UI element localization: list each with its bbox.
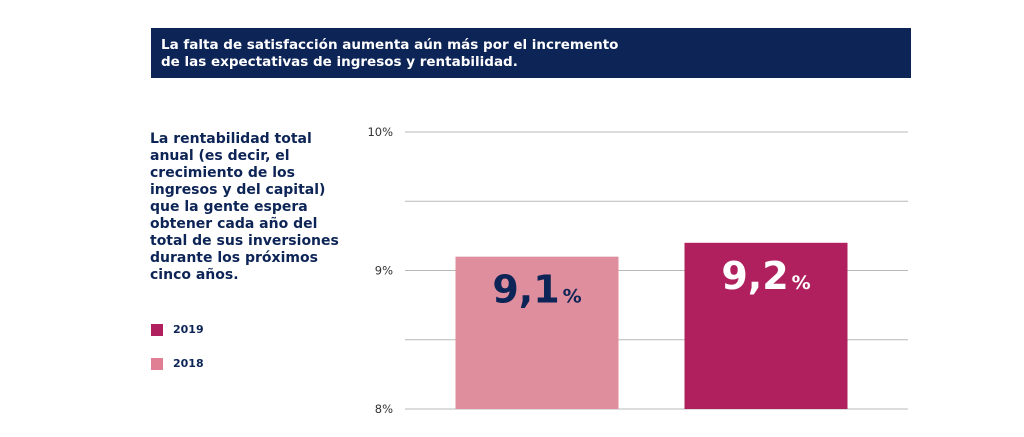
y-tick-label: 9% [375,264,393,278]
description-line: que la gente espera [150,199,308,215]
description-line: anual (es decir, el [150,148,290,164]
description-line: ingresos y del capital) [150,182,326,198]
legend-label-2019: 2019 [173,323,204,336]
chart-title-line-2: de las expectativas de ingresos y rentab… [161,54,518,70]
bar-2019 [684,242,848,409]
description-line: obtener cada año del [150,216,318,232]
y-tick-label: 10% [367,125,393,139]
legend-item-2018: 2018 [151,357,204,370]
legend-label-2018: 2018 [173,357,204,370]
legend-item-2019: 2019 [151,323,204,336]
description-line: total de sus inversiones [150,233,339,249]
y-tick-label: 8% [375,402,393,416]
description-line: durante los próximos [150,250,318,266]
chart-description: La rentabilidad total anual (es decir, e… [150,131,355,284]
legend-swatch-2018 [151,357,163,370]
description-line: La rentabilidad total [150,131,312,147]
chart-title-line-1: La falta de satisfacción aumenta aún más… [161,37,619,53]
description-line: cinco años. [150,267,239,283]
bar-2018 [455,256,619,409]
description-line: crecimiento de los [150,165,295,181]
bar-value-label-2018: 9,1% [492,268,581,312]
bar-value-label-2019: 9,2% [721,254,810,298]
legend-swatch-2019 [151,323,163,336]
chart-title-banner: La falta de satisfacción aumenta aún más… [151,28,911,78]
